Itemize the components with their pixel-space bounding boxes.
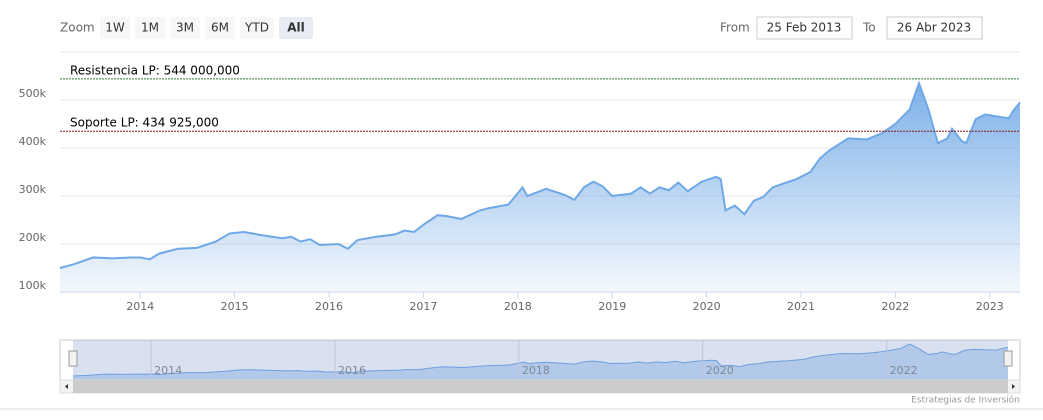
zoom-button-bg[interactable] — [205, 17, 235, 39]
zoom-button[interactable]: All — [279, 17, 313, 39]
from-label: From — [720, 21, 750, 35]
y-tick-label: 100k — [19, 279, 47, 292]
scroll-left[interactable] — [65, 384, 68, 389]
zoom-button[interactable]: YTD — [240, 17, 274, 39]
zoom-label: Zoom — [60, 21, 95, 35]
zoom-button-label[interactable]: YTD — [244, 21, 269, 35]
navigator-line — [72, 343, 1009, 377]
from-value[interactable]: 25 Feb 2013 — [767, 21, 842, 35]
zoom-button[interactable]: 1M — [135, 17, 165, 39]
x-tick-label: 2019 — [598, 300, 626, 313]
navigator-tick-label: 2022 — [890, 364, 918, 377]
x-tick-label: 2022 — [881, 300, 909, 313]
x-tick-label: 2014 — [126, 300, 154, 313]
y-tick-label: 400k — [19, 135, 47, 148]
x-tick-label: 2021 — [787, 300, 815, 313]
zoom-button[interactable]: 1W — [100, 17, 130, 39]
navigator-area — [73, 344, 1008, 380]
y-tick-label: 500k — [19, 87, 47, 100]
zoom-button-label[interactable]: All — [287, 21, 305, 35]
x-tick-label: 2016 — [315, 300, 343, 313]
zoom-button-label[interactable]: 6M — [211, 21, 229, 35]
to-value[interactable]: 26 Abr 2023 — [897, 21, 971, 35]
area — [60, 83, 1020, 292]
navigator-handle[interactable] — [1003, 350, 1013, 367]
zoom-button-bg[interactable] — [135, 17, 165, 39]
zoom-button-bg[interactable] — [279, 17, 313, 39]
navigator-tick-label: 2014 — [154, 364, 182, 377]
zoom-button-label[interactable]: 1M — [141, 21, 159, 35]
navigator-bg — [59, 339, 1021, 381]
line — [59, 80, 1021, 269]
zoom-button-label[interactable]: 3M — [176, 21, 194, 35]
zoom-button-bg[interactable] — [170, 17, 200, 39]
x-tick-label: 2018 — [504, 300, 532, 313]
to-label: To — [862, 21, 876, 35]
y-tick-label: 200k — [19, 231, 47, 244]
y-tick-label: 300k — [19, 183, 47, 196]
scrollbar-thumb[interactable] — [73, 380, 1008, 393]
plot-line-label: Soporte LP: 434 925,000 — [70, 116, 219, 130]
credits[interactable]: Estrategias de Inversión — [911, 395, 1020, 406]
navigator-handle[interactable] — [68, 350, 78, 367]
plot-line-label: Resistencia LP: 544 000,000 — [70, 63, 240, 77]
zoom-button-bg[interactable] — [240, 17, 274, 39]
scroll-right[interactable] — [1012, 384, 1015, 389]
x-tick-label: 2023 — [976, 300, 1004, 313]
x-tick-label: 2015 — [221, 300, 249, 313]
x-tick-label: 2020 — [693, 300, 721, 313]
navigator-tick-label: 2018 — [522, 364, 550, 377]
zoom-button[interactable]: 6M — [205, 17, 235, 39]
navigator-tick-label: 2016 — [338, 364, 366, 377]
navigator-mask[interactable] — [73, 340, 1008, 380]
zoom-button-bg[interactable] — [100, 17, 130, 39]
x-tick-label: 2017 — [409, 300, 437, 313]
navigator-tick-label: 2020 — [706, 364, 734, 377]
to-input[interactable] — [886, 16, 983, 40]
zoom-button-label[interactable]: 1W — [105, 21, 125, 35]
zoom-button[interactable]: 3M — [170, 17, 200, 39]
from-input[interactable] — [756, 16, 853, 40]
